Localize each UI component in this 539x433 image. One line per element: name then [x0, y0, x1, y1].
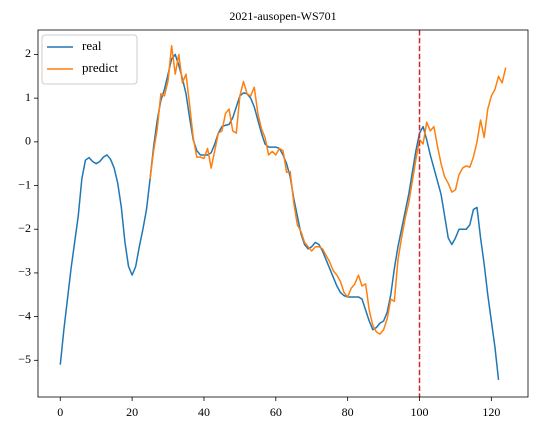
y-tick-label: −1 — [18, 177, 31, 191]
y-tick-label: 1 — [25, 90, 31, 104]
y-tick-label: 0 — [25, 134, 31, 148]
y-tick-label: −4 — [18, 308, 31, 322]
x-tick-label: 100 — [411, 405, 429, 419]
y-tick-label: −5 — [18, 352, 31, 366]
y-tick-label: −2 — [18, 221, 31, 235]
x-tick-label: 0 — [57, 405, 63, 419]
chart-title: 2021-ausopen-WS701 — [229, 9, 336, 23]
legend-label: real — [82, 38, 102, 53]
x-tick-label: 20 — [126, 405, 138, 419]
legend-label: predict — [82, 60, 118, 75]
x-tick-label: 80 — [342, 405, 354, 419]
x-tick-label: 120 — [482, 405, 500, 419]
y-tick-label: −3 — [18, 265, 31, 279]
plot-frame — [37, 29, 529, 398]
y-tick-label: 2 — [25, 46, 31, 60]
x-tick-label: 60 — [270, 405, 282, 419]
line-series — [149, 44, 507, 335]
x-tick-label: 40 — [198, 405, 210, 419]
